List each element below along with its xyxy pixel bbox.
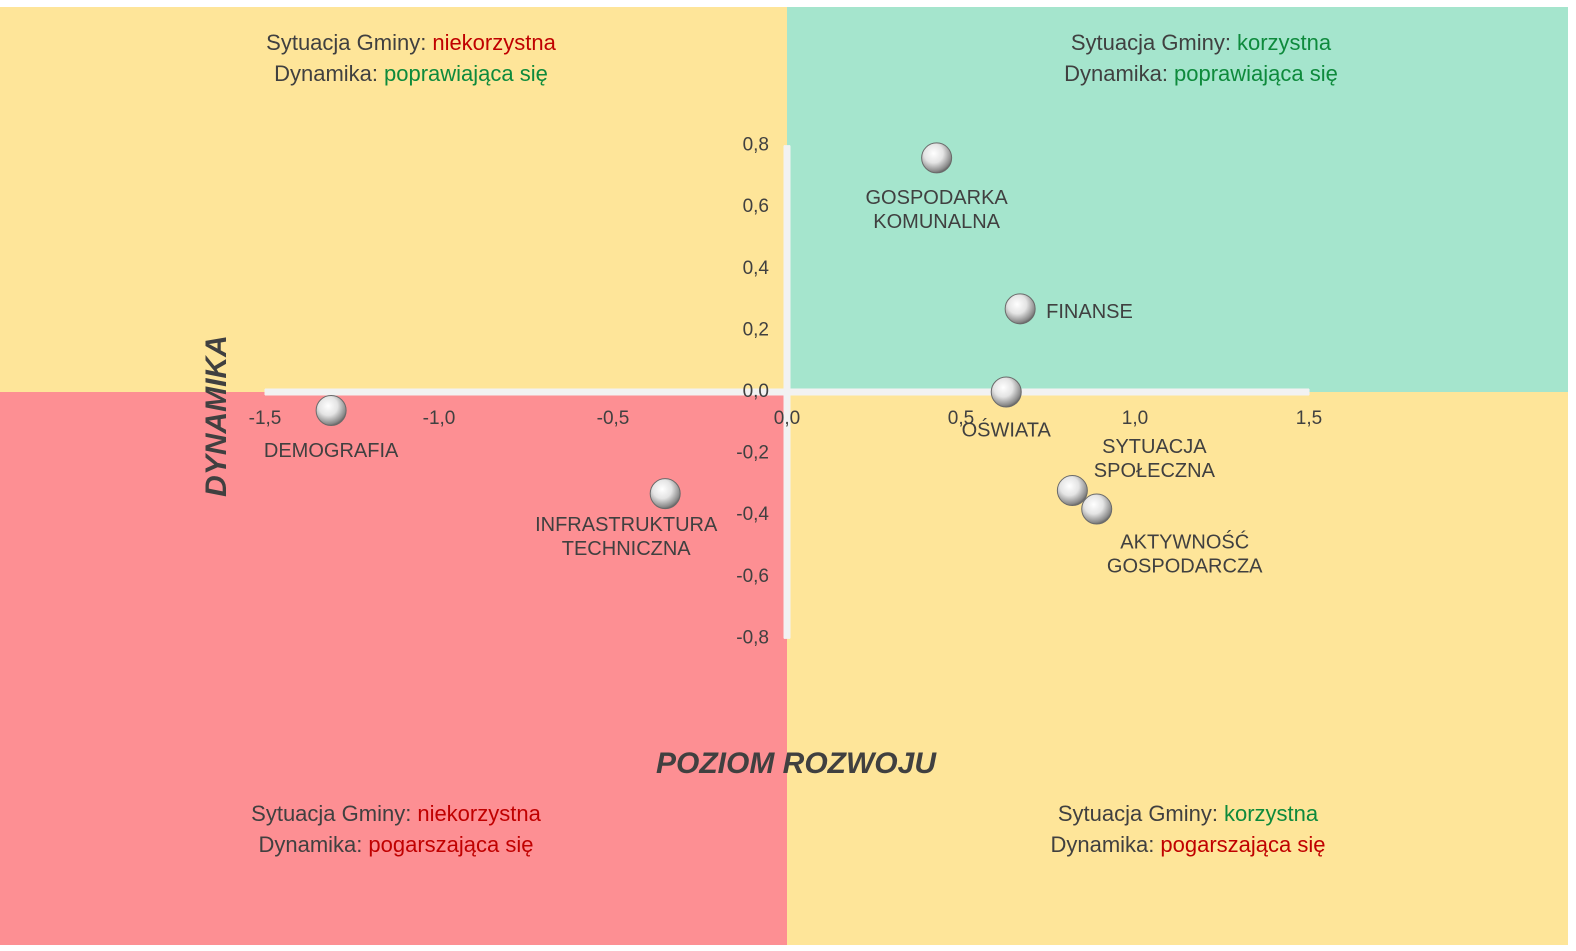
situation-value: niekorzystna [417, 801, 541, 826]
y-tick-label: 0,8 [743, 135, 769, 156]
x-tick-label: 1,5 [1296, 408, 1322, 429]
quadrant-dynamics: Dynamika: pogarszająca się [1050, 832, 1325, 857]
situation-value: korzystna [1237, 30, 1332, 55]
y-tick-label: 0,6 [743, 196, 769, 217]
y-tick-label: -0,8 [736, 627, 769, 648]
quadrant-dynamics: Dynamika: poprawiająca się [274, 61, 548, 86]
point [990, 376, 1022, 408]
situation-label: Sytuacja Gminy: [1071, 30, 1231, 55]
point-label: OŚWIATA [962, 417, 1052, 441]
y-tick-label: -0,4 [736, 504, 769, 525]
x-tick-label: -1,5 [249, 408, 282, 429]
quadrant-situation: Sytuacja Gminy: korzystna [1071, 30, 1332, 55]
quadrant-background [787, 392, 1568, 945]
dynamics-label: Dynamika: [258, 832, 362, 857]
point-label: DEMOGRAFIA [264, 440, 399, 462]
quadrant-situation: Sytuacja Gminy: niekorzystna [266, 30, 556, 55]
x-tick-label: 1,0 [1122, 408, 1148, 429]
point-label: KOMUNALNA [873, 211, 1000, 233]
situation-value: niekorzystna [432, 30, 556, 55]
dynamics-label: Dynamika: [1050, 832, 1154, 857]
dynamics-value: pogarszająca się [368, 832, 533, 857]
y-tick-label: -0,6 [736, 566, 769, 587]
quadrant-dynamics: Dynamika: pogarszająca się [258, 832, 533, 857]
point [1081, 493, 1113, 525]
situation-label: Sytuacja Gminy: [251, 801, 411, 826]
x-tick-label: 0,0 [774, 408, 800, 429]
y-tick-label: 0,2 [743, 319, 769, 340]
situation-value: korzystna [1224, 801, 1319, 826]
y-tick-label: 0,4 [743, 258, 770, 279]
quadrant-background [0, 392, 787, 945]
point-label: SPOŁECZNA [1094, 460, 1216, 482]
quadrant-situation: Sytuacja Gminy: niekorzystna [251, 801, 541, 826]
point-label: TECHNICZNA [562, 538, 692, 560]
dynamics-value: poprawiająca się [384, 61, 548, 86]
dynamics-value: poprawiająca się [1174, 61, 1338, 86]
point-label: GOSPODARKA [866, 187, 1009, 209]
x-tick-label: -1,0 [423, 408, 456, 429]
point-label: SYTUACJA [1102, 436, 1207, 458]
x-axis-title: POZIOM ROZWOJU [656, 747, 937, 780]
quadrant-situation: Sytuacja Gminy: korzystna [1058, 801, 1319, 826]
point-label: INFRASTRUKTURA [535, 514, 718, 536]
dynamics-label: Dynamika: [1064, 61, 1168, 86]
dynamics-value: pogarszająca się [1160, 832, 1325, 857]
y-tick-label: 0,0 [743, 381, 769, 402]
point-label: AKTYWNOŚĆ [1120, 529, 1249, 553]
dynamics-label: Dynamika: [274, 61, 378, 86]
point [315, 394, 347, 426]
situation-label: Sytuacja Gminy: [266, 30, 426, 55]
y-tick-label: -0,2 [736, 443, 769, 464]
point [649, 478, 681, 510]
point [1056, 475, 1088, 507]
quadrant-dynamics: Dynamika: poprawiająca się [1064, 61, 1338, 86]
quadrant-background [0, 7, 787, 392]
x-tick-label: -0,5 [597, 408, 630, 429]
point-label: FINANSE [1046, 301, 1133, 323]
point [1004, 293, 1036, 325]
situation-label: Sytuacja Gminy: [1058, 801, 1218, 826]
x-tick-label: 0,5 [948, 408, 974, 429]
y-axis-title: DYNAMIKA [200, 335, 233, 497]
quadrant-background [787, 7, 1568, 392]
point [921, 142, 953, 174]
point-label: GOSPODARCZA [1107, 555, 1263, 577]
